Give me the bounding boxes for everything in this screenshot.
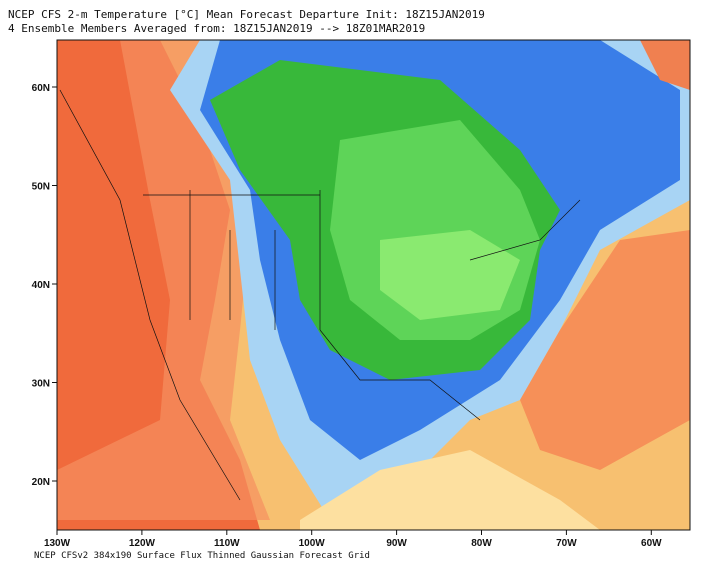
longitude-label: 100W — [299, 538, 326, 549]
latitude-label: 60N — [32, 83, 50, 94]
longitude-label: 60W — [641, 538, 662, 549]
map-frame — [56, 39, 691, 531]
title: NCEP CFS 2-m Temperature [°C] Mean Forec… — [8, 8, 485, 21]
temperature-field — [57, 40, 690, 530]
latitude-axis: 60N 50N 40N 30N 20N — [32, 83, 57, 488]
longitude-label: 130W — [44, 538, 71, 549]
latitude-label: 50N — [32, 182, 50, 193]
latitude-label: 20N — [32, 477, 50, 488]
longitude-label: 80W — [471, 538, 492, 549]
latitude-label: 40N — [32, 280, 50, 291]
longitude-label: 70W — [556, 538, 577, 549]
subtitle: 4 Ensemble Members Averaged from: 18Z15J… — [8, 22, 425, 35]
latitude-label: 30N — [32, 379, 50, 390]
footer: NCEP CFSv2 384x190 Surface Flux Thinned … — [34, 551, 370, 561]
longitude-label: 110W — [214, 538, 240, 549]
longitude-label: 120W — [129, 538, 156, 549]
boundaries — [59, 89, 581, 501]
longitude-axis: 130W 120W 110W 100W 90W 80W 70W 60W — [44, 530, 662, 549]
longitude-label: 90W — [386, 538, 407, 549]
